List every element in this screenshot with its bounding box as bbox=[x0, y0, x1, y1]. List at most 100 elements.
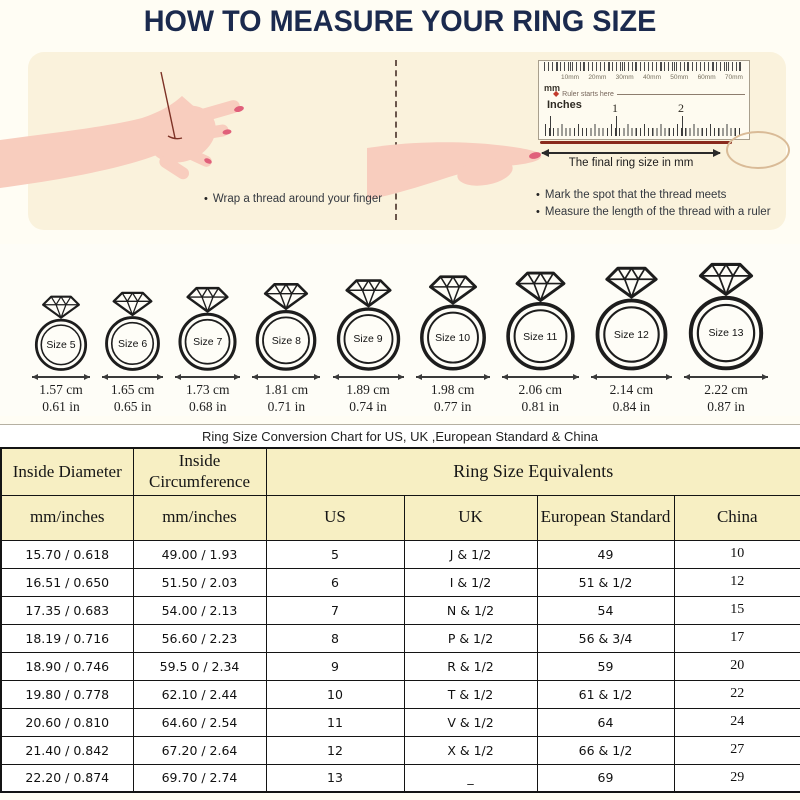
china-size-cell: 27 bbox=[673, 735, 800, 765]
ruler-baseline bbox=[616, 94, 745, 95]
red-diamond-icon: ◆ bbox=[553, 89, 560, 98]
china-size-cell: 24 bbox=[673, 707, 800, 737]
us-size-cell: 5 bbox=[265, 539, 405, 569]
diamond-ring-icon bbox=[178, 287, 237, 372]
fingernail bbox=[222, 129, 232, 135]
uk-size-cell: X & 1/2 bbox=[403, 735, 538, 765]
ring-in-value: 0.87 in bbox=[707, 399, 745, 415]
mm-tick-label: 60mm bbox=[697, 74, 716, 81]
col-header-uk: UK bbox=[403, 494, 538, 541]
ring-size-figure: Size 7 1.73 cm 0.68 in bbox=[173, 284, 242, 416]
ring-sizes-row: Size 5 1.57 cm 0.61 in Size 6 1.65 cm 0.… bbox=[0, 244, 800, 416]
thread-line bbox=[540, 141, 732, 144]
fingernail bbox=[529, 152, 541, 159]
circumference-cell: 56.60 / 2.23 bbox=[132, 623, 267, 653]
table-row: 15.70 / 0.618 49.00 / 1.93 5 J & 1/2 49 … bbox=[0, 539, 800, 569]
uk-size-cell: R & 1/2 bbox=[403, 651, 538, 681]
uk-size-cell: P & 1/2 bbox=[403, 623, 538, 653]
ring-size-label: Size 11 bbox=[523, 330, 558, 343]
mm-label: mm bbox=[544, 83, 561, 93]
ring-in-value: 0.65 in bbox=[113, 399, 152, 415]
ruler-inch-ticks bbox=[545, 115, 743, 136]
hand-with-thread-illustration bbox=[0, 71, 244, 188]
ring-in-value: 0.74 in bbox=[349, 399, 387, 415]
ring-drawing: Size 11 bbox=[500, 268, 581, 372]
ruler-mm-labels: 10mm 20mm 30mm 40mm 50mm 60mm 70mm bbox=[561, 74, 743, 81]
ring-size-label: Size 8 bbox=[271, 334, 301, 347]
china-size-cell: 22 bbox=[673, 679, 800, 709]
mm-tick-label: 40mm bbox=[642, 74, 661, 81]
left-arm bbox=[0, 96, 198, 188]
diameter-arrow bbox=[175, 374, 241, 379]
ring-size-label: Size 10 bbox=[435, 331, 471, 344]
instruction-text: Wrap a thread around your finger bbox=[212, 193, 383, 205]
diameter-cell: 18.19 / 0.716 bbox=[0, 623, 134, 653]
ring-drawing: Size 10 bbox=[414, 272, 492, 372]
diameter-arrow bbox=[32, 374, 90, 379]
ruler-starts-here-label: Ruler starts here bbox=[562, 90, 614, 98]
eu-size-cell: 64 bbox=[536, 707, 675, 737]
diameter-arrow bbox=[415, 374, 490, 379]
table-row: 20.60 / 0.810 64.60 / 2.54 11 V & 1/2 64… bbox=[0, 707, 800, 737]
uk-size-cell: T & 1/2 bbox=[403, 679, 538, 709]
instruction-text: Measure the length of the thread with a … bbox=[544, 206, 771, 218]
table-row: 19.80 / 0.778 62.10 / 2.44 10 T & 1/2 61… bbox=[0, 679, 800, 709]
diamond-ring-icon bbox=[688, 263, 764, 371]
diameter-cell: 17.35 / 0.683 bbox=[0, 595, 134, 625]
ring-drawing: Size 13 bbox=[682, 259, 770, 372]
ruler-starts-here-row: ◆ Ruler starts here bbox=[553, 90, 745, 98]
ring-size-figure: Size 13 2.22 cm 0.87 in bbox=[682, 259, 770, 416]
diameter-arrow bbox=[332, 374, 404, 379]
ring-size-conversion-table: Inside Diameter Inside Circumference Rin… bbox=[0, 447, 800, 793]
ring-cm-value: 1.57 cm bbox=[39, 381, 83, 397]
uk-size-cell: N & 1/2 bbox=[403, 595, 538, 625]
col-header-inside-circumference: Inside Circumference bbox=[132, 447, 267, 496]
table-row: 18.19 / 0.716 56.60 / 2.23 8 P & 1/2 56 … bbox=[0, 623, 800, 653]
ring-cm-value: 1.98 cm bbox=[430, 381, 475, 397]
mm-tick-label: 30mm bbox=[615, 74, 634, 81]
bullet-dot: • bbox=[204, 193, 208, 205]
fingernail bbox=[234, 105, 244, 113]
table-row: 21.40 / 0.842 67.20 / 2.64 12 X & 1/2 66… bbox=[0, 735, 800, 765]
col-header-inside-diameter: Inside Diameter bbox=[0, 447, 134, 496]
ring-drawing: Size 12 bbox=[589, 263, 674, 372]
ring-in-value: 0.71 in bbox=[267, 399, 306, 415]
eu-size-cell: 51 & 1/2 bbox=[536, 567, 675, 597]
diameter-cell: 22.20 / 0.874 bbox=[0, 763, 134, 793]
us-size-cell: 13 bbox=[265, 763, 405, 793]
uk-size-cell: I & 1/2 bbox=[403, 567, 538, 597]
right-thumb bbox=[457, 158, 513, 186]
ring-size-label: Size 9 bbox=[353, 333, 383, 346]
ring-cm-value: 2.14 cm bbox=[609, 381, 654, 397]
ring-drawing: Size 5 bbox=[30, 293, 92, 372]
eu-size-cell: 49 bbox=[536, 539, 675, 569]
circumference-cell: 51.50 / 2.03 bbox=[132, 567, 267, 597]
us-size-cell: 10 bbox=[265, 679, 405, 709]
china-size-cell: 10 bbox=[673, 539, 800, 569]
diamond-ring-icon bbox=[336, 279, 400, 372]
eu-size-cell: 69 bbox=[536, 763, 675, 793]
uk-size-cell: J & 1/2 bbox=[403, 539, 538, 569]
instruction-panel: 10mm 20mm 30mm 40mm 50mm 60mm 70mm mm ◆ … bbox=[0, 52, 790, 230]
ring-size-label: Size 6 bbox=[118, 337, 148, 350]
diamond-ring-icon bbox=[506, 272, 575, 371]
china-size-cell: 20 bbox=[673, 651, 800, 681]
col-header-equivalents: Ring Size Equivalents bbox=[265, 447, 800, 496]
hand-pointing-illustration bbox=[367, 142, 542, 200]
diameter-cell: 18.90 / 0.746 bbox=[0, 651, 134, 681]
china-size-cell: 29 bbox=[673, 763, 800, 793]
diameter-arrow bbox=[102, 374, 164, 379]
circumference-cell: 59.5 0 / 2.34 bbox=[132, 651, 267, 681]
ring-in-value: 0.68 in bbox=[188, 399, 227, 415]
ring-drawing: Size 7 bbox=[173, 284, 242, 372]
ring-size-figure: Size 12 2.14 cm 0.84 in bbox=[589, 263, 674, 416]
diameter-arrow bbox=[684, 374, 768, 379]
diameter-cell: 19.80 / 0.778 bbox=[0, 679, 134, 709]
instruction-bullet: • Measure the length of the thread with … bbox=[536, 204, 771, 221]
us-size-cell: 6 bbox=[265, 567, 405, 597]
eu-size-cell: 54 bbox=[536, 595, 675, 625]
circumference-cell: 49.00 / 1.93 bbox=[132, 539, 267, 569]
ring-size-figure: Size 10 1.98 cm 0.77 in bbox=[414, 272, 492, 416]
table-header-row: mm/inches mm/inches US UK European Stand… bbox=[0, 494, 800, 541]
thread-loop bbox=[726, 131, 790, 169]
